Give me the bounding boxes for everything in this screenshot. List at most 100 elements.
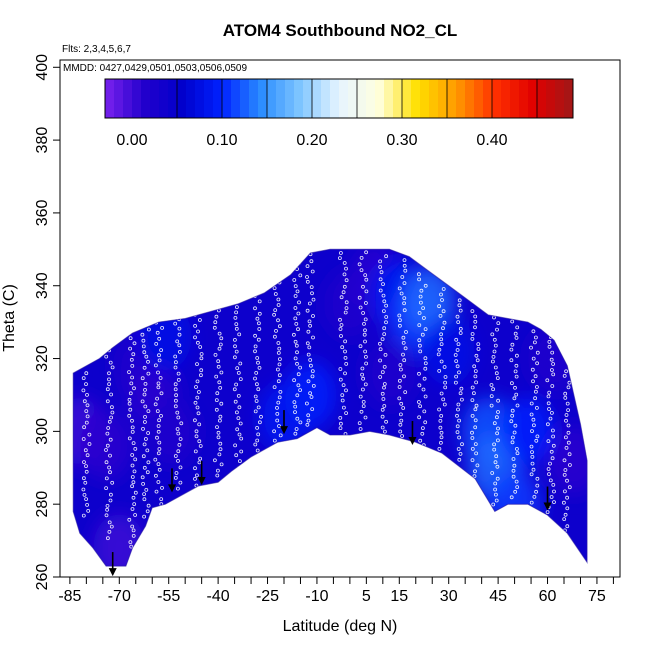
- sample-point: [130, 463, 135, 468]
- sample-point: [439, 430, 444, 435]
- sample-point: [232, 387, 237, 392]
- sample-point: [398, 367, 403, 372]
- sample-point: [146, 359, 150, 364]
- sample-point: [550, 350, 555, 355]
- sample-point: [276, 318, 280, 323]
- sample-point: [439, 359, 444, 364]
- sample-point: [131, 495, 136, 500]
- sample-point: [378, 288, 383, 293]
- colorbar-swatch: [501, 79, 511, 118]
- sample-point: [417, 415, 422, 420]
- sample-point: [341, 405, 346, 410]
- sample-point: [194, 434, 199, 439]
- sample-point: [106, 536, 110, 541]
- sample-point: [239, 436, 244, 441]
- sample-point: [130, 507, 135, 511]
- sample-point: [308, 358, 313, 362]
- sample-point: [470, 430, 474, 435]
- sample-point: [509, 358, 514, 363]
- sample-point: [382, 385, 386, 390]
- sample-point: [454, 359, 459, 364]
- sample-point: [153, 402, 158, 407]
- sample-point: [130, 429, 135, 434]
- sample-point: [298, 273, 303, 278]
- sample-point: [340, 398, 345, 403]
- sample-point: [565, 401, 570, 406]
- sample-point: [439, 332, 444, 337]
- sample-point: [155, 435, 159, 440]
- sample-point: [305, 264, 310, 269]
- hotspot: [528, 324, 581, 393]
- sample-point: [239, 449, 244, 454]
- sample-point: [131, 528, 136, 533]
- colorbar: 0.00 0.10 0.20 0.30 0.40: [104, 78, 574, 149]
- sample-point: [343, 349, 347, 354]
- sample-point: [423, 356, 428, 361]
- sample-point: [306, 413, 311, 418]
- sample-point: [216, 359, 221, 364]
- sample-point: [397, 396, 402, 401]
- sample-point: [535, 483, 540, 488]
- sample-point: [343, 355, 348, 360]
- sample-point: [419, 288, 424, 293]
- sample-point: [402, 301, 407, 306]
- sample-point: [535, 385, 539, 389]
- sample-point: [217, 380, 222, 385]
- sample-point: [274, 328, 278, 333]
- sample-point: [196, 390, 201, 394]
- sample-point: [511, 468, 516, 473]
- sample-point: [217, 331, 222, 336]
- sample-point: [513, 423, 518, 428]
- sample-point: [564, 435, 568, 440]
- sample-point: [417, 338, 422, 343]
- sample-point: [234, 349, 239, 354]
- sample-point: [197, 439, 202, 444]
- sample-point: [470, 436, 475, 440]
- colorbar-tick-label: 0.00: [116, 132, 147, 149]
- sample-point: [472, 364, 477, 369]
- sample-point: [154, 341, 159, 346]
- sample-point: [310, 269, 315, 274]
- sample-point: [509, 495, 514, 500]
- sample-point: [442, 365, 447, 369]
- sample-point: [193, 335, 197, 340]
- sample-point: [358, 427, 363, 431]
- sample-point: [534, 489, 538, 494]
- y-axis-label: Theta (C): [1, 284, 18, 352]
- sample-point: [563, 489, 567, 494]
- sample-point: [128, 391, 133, 396]
- colorbar-swatch: [492, 79, 502, 118]
- sample-point: [470, 458, 475, 463]
- sample-point: [378, 375, 383, 379]
- sample-point: [438, 313, 443, 318]
- sample-point: [339, 334, 343, 338]
- sample-point: [104, 476, 109, 481]
- sample-point: [174, 393, 179, 398]
- sample-point: [272, 286, 277, 291]
- sample-point: [173, 365, 178, 370]
- sample-point: [417, 311, 422, 315]
- sample-point: [275, 411, 280, 416]
- sample-point: [563, 512, 568, 517]
- sample-point: [380, 407, 385, 412]
- sample-point: [256, 387, 261, 392]
- sample-point: [236, 393, 241, 398]
- hotspot: [402, 266, 455, 335]
- colorbar-swatch: [285, 79, 295, 118]
- sample-point: [421, 306, 426, 311]
- sample-point: [338, 367, 343, 371]
- sample-point: [362, 332, 367, 337]
- sample-point: [298, 388, 303, 393]
- sample-point: [272, 334, 277, 339]
- sample-point: [293, 431, 298, 436]
- sample-point: [381, 397, 386, 401]
- colorbar-swatch: [105, 79, 115, 118]
- colorbar-swatch: [465, 79, 475, 118]
- sample-point: [344, 266, 348, 271]
- sample-point: [341, 290, 346, 295]
- sample-point: [292, 278, 297, 282]
- sample-point: [84, 409, 89, 414]
- sample-point: [197, 422, 202, 427]
- sample-point: [492, 447, 497, 452]
- sample-point: [532, 494, 537, 499]
